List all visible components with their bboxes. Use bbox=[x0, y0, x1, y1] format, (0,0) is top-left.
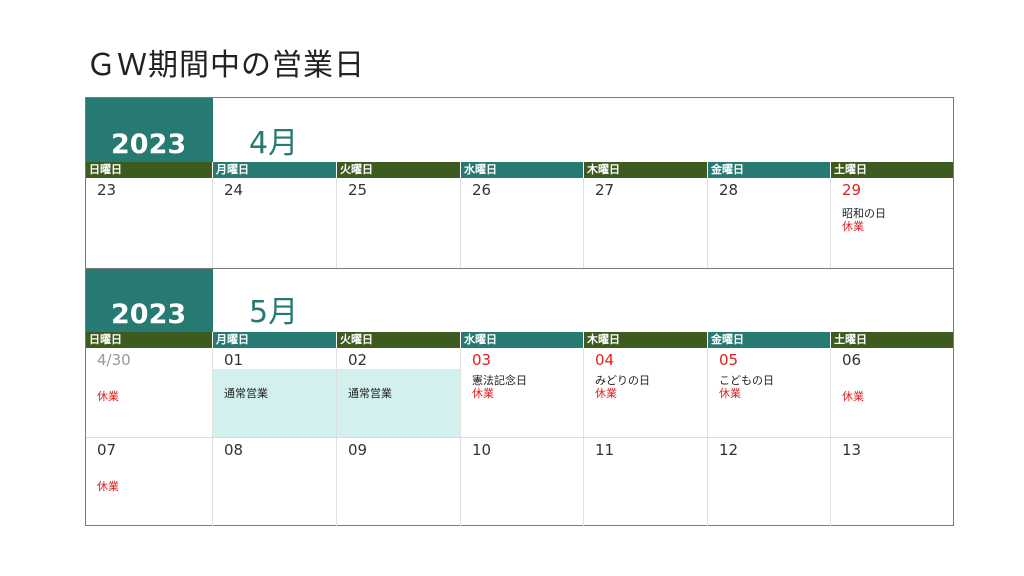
may-weekday-header: 日曜日 月曜日 火曜日 水曜日 木曜日 金曜日 土曜日 bbox=[86, 332, 953, 348]
may-month-label: 5月 bbox=[249, 295, 299, 330]
day-number: 11 bbox=[595, 441, 615, 459]
may-year: 2023 bbox=[111, 299, 187, 330]
day-cell[interactable]: 03 憲法記念日 休業 bbox=[461, 348, 584, 437]
closed-label: 休業 bbox=[842, 390, 864, 403]
day-cell[interactable]: 23 bbox=[86, 178, 213, 268]
weekday-fri: 金曜日 bbox=[708, 332, 831, 348]
day-cell[interactable]: 4/30 休業 bbox=[86, 348, 213, 437]
day-number: 24 bbox=[224, 181, 244, 199]
weekday-mon: 月曜日 bbox=[213, 332, 337, 348]
day-number: 25 bbox=[348, 181, 368, 199]
april-month-label: 4月 bbox=[249, 126, 299, 161]
day-number: 4/30 bbox=[97, 351, 131, 369]
day-number: 08 bbox=[224, 441, 244, 459]
holiday-name: こどもの日 bbox=[719, 374, 774, 387]
day-number: 28 bbox=[719, 181, 739, 199]
day-cell[interactable]: 02 通常営業 bbox=[337, 348, 461, 437]
day-number: 26 bbox=[472, 181, 492, 199]
day-number: 29 bbox=[842, 181, 862, 199]
holiday-name: みどりの日 bbox=[595, 374, 650, 387]
calendar-frame: 2023 4月 日曜日 月曜日 火曜日 水曜日 木曜日 金曜日 土曜日 23 2… bbox=[85, 97, 954, 526]
day-cell[interactable]: 25 bbox=[337, 178, 461, 268]
weekday-fri: 金曜日 bbox=[708, 162, 831, 178]
day-number: 06 bbox=[842, 351, 862, 369]
day-number: 04 bbox=[595, 351, 615, 369]
weekday-sat: 土曜日 bbox=[831, 162, 953, 178]
day-cell[interactable]: 24 bbox=[213, 178, 337, 268]
day-number: 02 bbox=[348, 351, 368, 369]
april-week-row: 23 24 25 26 27 28 29 昭和の日 休業 bbox=[86, 178, 953, 268]
day-number: 13 bbox=[842, 441, 862, 459]
april-weekday-header: 日曜日 月曜日 火曜日 水曜日 木曜日 金曜日 土曜日 bbox=[86, 162, 953, 178]
day-number: 07 bbox=[97, 441, 117, 459]
day-number: 23 bbox=[97, 181, 117, 199]
april-section: 2023 4月 日曜日 月曜日 火曜日 水曜日 木曜日 金曜日 土曜日 23 2… bbox=[86, 98, 953, 268]
business-day-highlight: 通常営業 bbox=[213, 369, 336, 437]
day-number: 10 bbox=[472, 441, 492, 459]
day-cell[interactable]: 05 こどもの日 休業 bbox=[708, 348, 831, 437]
may-year-box: 2023 bbox=[86, 269, 213, 332]
day-cell[interactable]: 27 bbox=[584, 178, 708, 268]
week-divider bbox=[86, 437, 953, 438]
day-cell[interactable]: 07 休業 bbox=[86, 438, 213, 526]
day-cell[interactable]: 13 bbox=[831, 438, 953, 526]
holiday-name: 憲法記念日 bbox=[472, 374, 527, 387]
day-cell[interactable]: 12 bbox=[708, 438, 831, 526]
closed-label: 休業 bbox=[842, 220, 864, 233]
page-title: ＧＷ期間中の営業日 bbox=[86, 48, 365, 83]
closed-label: 休業 bbox=[472, 387, 494, 400]
closed-label: 休業 bbox=[595, 387, 617, 400]
weekday-thu: 木曜日 bbox=[584, 332, 708, 348]
business-label: 通常営業 bbox=[348, 387, 392, 400]
day-cell[interactable]: 26 bbox=[461, 178, 584, 268]
holiday-name: 昭和の日 bbox=[842, 207, 886, 220]
closed-label: 休業 bbox=[97, 390, 119, 403]
day-number: 01 bbox=[224, 351, 244, 369]
day-number: 27 bbox=[595, 181, 615, 199]
day-number: 09 bbox=[348, 441, 368, 459]
april-year: 2023 bbox=[111, 129, 187, 160]
weekday-mon: 月曜日 bbox=[213, 162, 337, 178]
closed-label: 休業 bbox=[719, 387, 741, 400]
weekday-sun: 日曜日 bbox=[86, 332, 213, 348]
day-cell[interactable]: 06 休業 bbox=[831, 348, 953, 437]
weekday-sat: 土曜日 bbox=[831, 332, 953, 348]
closed-label: 休業 bbox=[97, 480, 119, 493]
day-cell[interactable]: 04 みどりの日 休業 bbox=[584, 348, 708, 437]
weekday-thu: 木曜日 bbox=[584, 162, 708, 178]
day-cell[interactable]: 29 昭和の日 休業 bbox=[831, 178, 953, 268]
weekday-wed: 水曜日 bbox=[461, 162, 584, 178]
weekday-tue: 火曜日 bbox=[337, 332, 461, 348]
day-cell[interactable]: 10 bbox=[461, 438, 584, 526]
may-section: 2023 5月 日曜日 月曜日 火曜日 水曜日 木曜日 金曜日 土曜日 4/30… bbox=[86, 269, 953, 526]
day-cell[interactable]: 28 bbox=[708, 178, 831, 268]
weekday-tue: 火曜日 bbox=[337, 162, 461, 178]
april-year-box: 2023 bbox=[86, 98, 213, 162]
day-cell[interactable]: 08 bbox=[213, 438, 337, 526]
day-number: 03 bbox=[472, 351, 492, 369]
weekday-wed: 水曜日 bbox=[461, 332, 584, 348]
day-number: 05 bbox=[719, 351, 739, 369]
day-cell[interactable]: 01 通常営業 bbox=[213, 348, 337, 437]
may-week-row-1: 4/30 休業 01 通常営業 02 通常営業 03 憲法記念日 休業 bbox=[86, 348, 953, 437]
day-cell[interactable]: 11 bbox=[584, 438, 708, 526]
may-week-row-2: 07 休業 08 09 10 11 12 13 bbox=[86, 438, 953, 526]
day-cell[interactable]: 09 bbox=[337, 438, 461, 526]
business-day-highlight: 通常営業 bbox=[337, 369, 460, 437]
business-label: 通常営業 bbox=[224, 387, 268, 400]
day-number: 12 bbox=[719, 441, 739, 459]
section-divider bbox=[86, 268, 953, 269]
weekday-sun: 日曜日 bbox=[86, 162, 213, 178]
